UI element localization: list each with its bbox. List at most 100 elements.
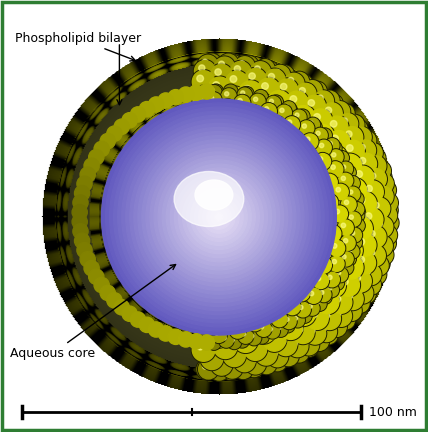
Circle shape xyxy=(378,178,384,184)
Circle shape xyxy=(215,57,235,77)
Circle shape xyxy=(291,314,304,327)
Circle shape xyxy=(237,185,264,212)
Circle shape xyxy=(277,292,302,317)
Circle shape xyxy=(72,205,87,220)
Circle shape xyxy=(212,245,220,253)
Circle shape xyxy=(233,260,239,266)
Circle shape xyxy=(217,273,245,302)
Circle shape xyxy=(377,205,396,225)
Circle shape xyxy=(211,264,216,270)
Circle shape xyxy=(288,235,307,254)
Circle shape xyxy=(322,145,348,171)
Circle shape xyxy=(261,255,279,273)
Circle shape xyxy=(290,72,309,91)
Circle shape xyxy=(290,135,295,140)
Circle shape xyxy=(322,255,348,281)
Circle shape xyxy=(315,129,322,136)
Circle shape xyxy=(373,245,394,265)
Circle shape xyxy=(245,353,267,375)
Circle shape xyxy=(294,76,299,82)
Circle shape xyxy=(213,102,221,109)
Circle shape xyxy=(331,321,337,327)
Circle shape xyxy=(309,121,313,125)
Circle shape xyxy=(239,304,255,321)
Circle shape xyxy=(343,178,366,202)
Circle shape xyxy=(214,204,222,213)
Circle shape xyxy=(312,272,329,289)
Circle shape xyxy=(170,168,267,266)
Circle shape xyxy=(255,226,263,234)
Circle shape xyxy=(233,349,256,373)
Circle shape xyxy=(283,261,288,266)
Circle shape xyxy=(118,115,320,319)
Circle shape xyxy=(376,240,382,246)
Circle shape xyxy=(263,116,270,124)
Circle shape xyxy=(330,291,352,313)
Circle shape xyxy=(328,162,343,177)
Circle shape xyxy=(284,104,296,117)
Circle shape xyxy=(250,94,274,118)
Circle shape xyxy=(260,134,286,159)
Circle shape xyxy=(222,336,226,340)
Circle shape xyxy=(372,216,393,237)
Circle shape xyxy=(294,148,301,155)
Circle shape xyxy=(222,312,240,330)
Circle shape xyxy=(215,213,223,221)
Circle shape xyxy=(260,62,278,80)
Circle shape xyxy=(212,134,230,152)
Circle shape xyxy=(296,326,303,333)
Circle shape xyxy=(313,298,326,310)
Circle shape xyxy=(341,235,355,250)
Circle shape xyxy=(325,226,341,242)
Circle shape xyxy=(255,343,278,366)
Circle shape xyxy=(321,194,338,211)
Ellipse shape xyxy=(174,172,244,226)
Circle shape xyxy=(350,293,370,313)
Circle shape xyxy=(331,277,344,289)
Circle shape xyxy=(252,246,260,254)
Circle shape xyxy=(259,133,287,160)
Circle shape xyxy=(335,310,356,330)
Circle shape xyxy=(295,301,311,318)
Circle shape xyxy=(360,264,381,285)
Circle shape xyxy=(215,359,221,365)
Circle shape xyxy=(280,83,287,90)
Circle shape xyxy=(381,210,387,215)
Circle shape xyxy=(254,291,281,318)
Circle shape xyxy=(337,172,354,189)
Circle shape xyxy=(209,96,214,100)
Circle shape xyxy=(349,179,353,183)
Circle shape xyxy=(107,126,122,141)
Circle shape xyxy=(94,141,109,156)
Circle shape xyxy=(248,220,277,249)
Circle shape xyxy=(325,138,340,153)
Circle shape xyxy=(257,93,261,97)
Circle shape xyxy=(192,339,215,361)
Circle shape xyxy=(221,111,248,138)
Circle shape xyxy=(122,113,137,128)
Circle shape xyxy=(275,124,302,151)
Circle shape xyxy=(201,287,227,313)
Circle shape xyxy=(218,275,244,301)
Circle shape xyxy=(213,156,219,162)
Circle shape xyxy=(269,95,283,110)
Circle shape xyxy=(280,318,295,333)
Circle shape xyxy=(273,178,278,184)
Circle shape xyxy=(294,161,319,187)
Circle shape xyxy=(343,166,355,179)
Circle shape xyxy=(245,105,263,123)
Circle shape xyxy=(325,198,329,203)
Circle shape xyxy=(266,95,281,111)
Circle shape xyxy=(267,157,285,175)
Circle shape xyxy=(305,141,332,167)
Circle shape xyxy=(326,316,346,337)
Circle shape xyxy=(334,268,347,282)
Circle shape xyxy=(347,183,355,190)
Circle shape xyxy=(359,263,382,286)
Circle shape xyxy=(216,275,236,295)
Circle shape xyxy=(273,234,299,260)
Circle shape xyxy=(134,132,304,302)
Circle shape xyxy=(234,146,240,152)
Circle shape xyxy=(328,189,354,215)
Circle shape xyxy=(219,99,237,117)
